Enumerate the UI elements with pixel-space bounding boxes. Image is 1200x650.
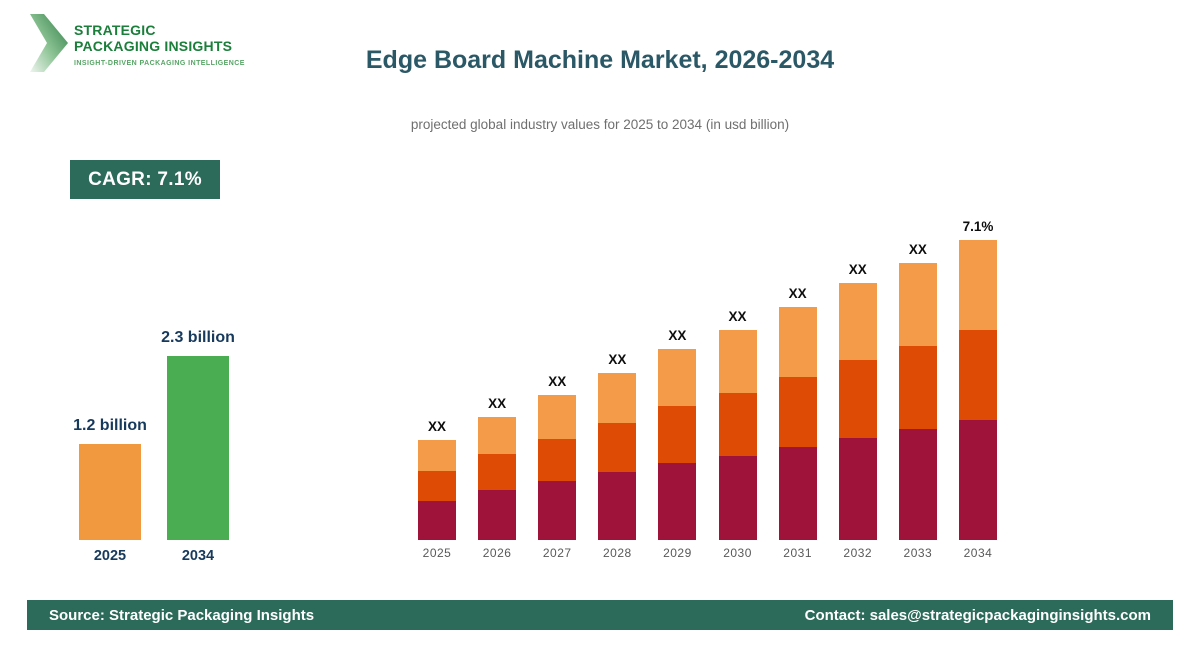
stacked-bar xyxy=(898,263,937,540)
projection-bar-group: XX 2032 xyxy=(838,262,877,560)
projection-year-label: 2026 xyxy=(482,546,512,560)
bar-segment-bottom xyxy=(778,447,817,540)
bar-segment-bottom xyxy=(658,463,697,540)
bar-segment-middle xyxy=(958,330,997,420)
chevron-right-icon xyxy=(30,14,68,72)
stacked-bar xyxy=(838,283,877,540)
stacked-bar xyxy=(718,330,757,540)
summary-value-label: 2.3 billion xyxy=(161,329,235,346)
bar-segment-bottom xyxy=(958,420,997,540)
projection-chart: XX 2025 XX 2026 XX 2027 XX 2028 XX 2029 XX 2030 XX 20… xyxy=(418,212,997,560)
bar-segment-bottom xyxy=(598,472,637,540)
projection-bar-group: XX 2031 xyxy=(778,286,817,560)
summary-year-label: 2025 xyxy=(93,548,127,564)
brand-logo: STRATEGIC PACKAGING INSIGHTS INSIGHT-DRI… xyxy=(30,14,245,72)
summary-bar xyxy=(79,444,141,540)
bar-segment-middle xyxy=(538,439,577,481)
bar-segment-top xyxy=(898,263,937,346)
bar-segment-top xyxy=(718,330,757,393)
projection-bar-group: XX 2033 xyxy=(898,242,937,560)
stacked-bar xyxy=(538,395,577,540)
projection-bar-group: XX 2025 xyxy=(418,419,456,560)
footer-bar: Source: Strategic Packaging Insights Con… xyxy=(27,600,1173,630)
bar-segment-top xyxy=(538,395,577,439)
bar-value-label: XX xyxy=(908,242,927,257)
projection-year-label: 2031 xyxy=(783,546,812,560)
source-text: Source: Strategic Packaging Insights xyxy=(49,606,315,624)
bar-segment-top xyxy=(418,440,456,471)
bar-segment-middle xyxy=(778,377,817,447)
projection-bar-group: XX 2029 xyxy=(658,328,697,560)
stacked-bar xyxy=(598,373,637,540)
projection-bar-group: 7.1% 2034 xyxy=(958,219,997,560)
projection-bar-group: XX 2028 xyxy=(598,352,637,560)
projection-bar-group: XX 2030 xyxy=(718,309,757,560)
bar-segment-top xyxy=(778,307,817,377)
page-title: Edge Board Machine Market, 2026-2034 xyxy=(365,46,835,74)
summary-bar-group: 2.3 billion 2034 xyxy=(161,329,235,564)
stacked-bar xyxy=(418,440,456,540)
stacked-bar xyxy=(958,240,997,540)
brand-tagline: INSIGHT-DRIVEN PACKAGING INTELLIGENCE xyxy=(74,60,245,68)
bar-segment-middle xyxy=(718,393,757,456)
bar-value-label: XX xyxy=(848,262,867,277)
bar-segment-middle xyxy=(598,423,637,472)
brand-text-block: STRATEGIC PACKAGING INSIGHTS INSIGHT-DRI… xyxy=(74,14,245,67)
bar-segment-middle xyxy=(838,360,877,438)
bar-segment-bottom xyxy=(418,501,456,540)
bar-segment-top xyxy=(658,349,697,406)
projection-year-label: 2025 xyxy=(422,546,452,560)
stacked-bar xyxy=(658,349,697,540)
projection-year-label: 2030 xyxy=(723,546,752,560)
bar-value-label: XX xyxy=(548,374,567,389)
bar-segment-bottom xyxy=(838,438,877,540)
bar-segment-bottom xyxy=(898,429,937,540)
summary-chart: 1.2 billion 2025 2.3 billion 2034 xyxy=(73,320,235,564)
bar-segment-middle xyxy=(478,454,517,490)
projection-bar-group: XX 2027 xyxy=(538,374,577,560)
bar-segment-top xyxy=(598,373,637,423)
bar-segment-top xyxy=(478,417,517,454)
bar-segment-top xyxy=(838,283,877,360)
summary-bar-group: 1.2 billion 2025 xyxy=(73,417,147,564)
contact-text: Contact: sales@strategicpackaginginsight… xyxy=(804,606,1151,624)
bar-segment-middle xyxy=(658,406,697,463)
bar-segment-bottom xyxy=(718,456,757,540)
brand-name-line2: PACKAGING INSIGHTS xyxy=(74,37,233,54)
bar-value-label: XX xyxy=(668,328,687,343)
stacked-bar xyxy=(778,307,817,540)
projection-year-label: 2029 xyxy=(663,546,692,560)
cagr-badge: CAGR: 7.1% xyxy=(70,160,220,199)
bar-segment-middle xyxy=(418,471,456,501)
projection-year-label: 2027 xyxy=(542,546,572,560)
projection-year-label: 2028 xyxy=(602,546,632,560)
projection-year-label: 2034 xyxy=(963,546,993,560)
projection-bar-group: XX 2026 xyxy=(478,396,517,560)
bar-segment-bottom xyxy=(478,490,517,540)
bar-segment-top xyxy=(958,240,997,330)
projection-year-label: 2032 xyxy=(843,546,873,560)
bar-value-label: XX xyxy=(488,396,507,411)
summary-value-label: 1.2 billion xyxy=(73,417,147,434)
bar-segment-bottom xyxy=(538,481,577,540)
bar-value-label: XX xyxy=(427,419,446,434)
bar-value-label: XX xyxy=(728,309,747,324)
projection-year-label: 2033 xyxy=(903,546,933,560)
bar-value-label: XX xyxy=(608,352,627,367)
summary-year-label: 2034 xyxy=(181,548,215,564)
bar-value-label: 7.1% xyxy=(962,219,994,234)
bar-segment-middle xyxy=(898,346,937,429)
page-subtitle: projected global industry values for 202… xyxy=(410,117,790,132)
stacked-bar xyxy=(478,417,517,540)
summary-bar xyxy=(167,356,229,540)
bar-value-label: XX xyxy=(788,286,807,301)
brand-name-line1: STRATEGIC xyxy=(74,22,156,38)
